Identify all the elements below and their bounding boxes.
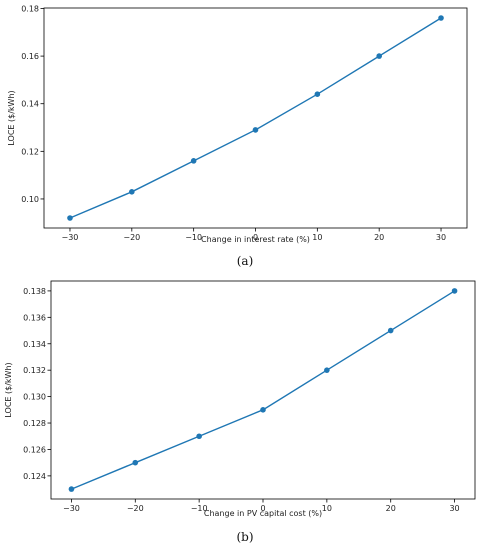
chart-b-x-tick-label: 30 [449, 504, 459, 513]
chart-a-data-point [252, 127, 259, 133]
chart-a-data-point [438, 15, 444, 21]
chart-b-x-tick-label: 10 [322, 504, 332, 513]
chart-a-y-tick-label: 0.18 [21, 4, 39, 13]
chart-a-y-tick-label: 0.12 [21, 147, 39, 156]
chart-b-y-tick-label: 0.136 [23, 313, 46, 322]
chart-a-data-point [190, 158, 197, 164]
chart-b-y-tick-label: 0.134 [23, 340, 46, 349]
chart-b-series [68, 288, 458, 492]
chart-b-series-line [71, 290, 455, 490]
chart-a-y-axis-label: LOCE ($/kWh) [7, 90, 16, 145]
chart-a-data-point [314, 91, 321, 97]
chart-a-y-tick-label: 0.14 [21, 100, 39, 109]
chart-b-x-axis-label: Change in PV capital cost (%) [204, 509, 322, 518]
chart-b-y-tick-label: 0.138 [23, 287, 46, 296]
chart-a-y-tick-label: 0.10 [21, 195, 39, 204]
chart-b-x-ticks: −30 −20 −10 0 10 20 30 [63, 499, 460, 513]
chart-b-caption: (b) [236, 530, 253, 544]
chart-a-data-point [67, 215, 73, 221]
chart-b-data-point [68, 486, 75, 492]
chart-a-series [67, 15, 444, 221]
chart-a-series-line [69, 17, 442, 219]
chart-b-x-tick-label: −30 [63, 504, 80, 513]
chart-b-data-point [260, 407, 266, 413]
chart-a-x-tick-label: −30 [62, 233, 79, 242]
chart-a-x-tick-label: 20 [374, 233, 384, 242]
chart-a-caption: (a) [237, 254, 254, 268]
chart-b-y-tick-label: 0.130 [23, 393, 46, 402]
chart-b-y-ticks: 0.124 0.126 0.128 0.130 0.132 0.134 0.136 0.138 [23, 287, 51, 481]
chart-b-y-axis-label: LOCE ($/kWh) [4, 362, 13, 417]
chart-a-x-tick-label: 30 [436, 233, 446, 242]
chart-b-data-point [451, 288, 458, 294]
chart-b-y-tick-label: 0.124 [23, 472, 46, 481]
chart-a-y-tick-label: 0.16 [21, 52, 39, 61]
chart-b: −30 −20 −10 0 10 20 30 0.1240.1260.1280.1300.1… [4, 280, 476, 544]
chart-a: −30 −20 −10 0 10 20 30 0.10 0.12 0.14 0.16 0.18 Ch… [7, 4, 468, 268]
chart-a-x-axis-label: Change in interest rate (%) [201, 235, 310, 244]
chart-b-y-tick-label: 0.126 [23, 445, 46, 454]
chart-b-data-point [132, 459, 139, 466]
chart-b-data-point [196, 433, 202, 440]
chart-b-y-tick-label: 0.132 [23, 366, 46, 375]
chart-a-data-point [376, 53, 382, 59]
chart-a-y-ticks: 0.10 0.12 0.14 0.16 0.18 [21, 4, 44, 204]
chart-a-x-tick-label: 10 [312, 233, 322, 242]
chart-b-x-tick-label: 0 [260, 504, 265, 513]
chart-b-y-tick-label: 0.128 [23, 419, 46, 428]
chart-a-x-ticks: −30 −20 −10 0 10 20 30 [62, 228, 446, 242]
chart-b-x-tick-label: 20 [386, 504, 396, 513]
chart-a-data-point [129, 189, 135, 195]
chart-b-data-point [387, 327, 394, 334]
chart-a-x-tick-label: −10 [185, 233, 202, 242]
chart-a-x-tick-label: 0 [253, 233, 258, 242]
chart-b-data-point [324, 367, 330, 373]
chart-b-x-tick-label: −10 [191, 504, 208, 513]
chart-b-plot-area [50, 280, 476, 500]
chart-b-x-tick-label: −20 [127, 504, 144, 513]
chart-a-x-tick-label: −20 [123, 233, 140, 242]
